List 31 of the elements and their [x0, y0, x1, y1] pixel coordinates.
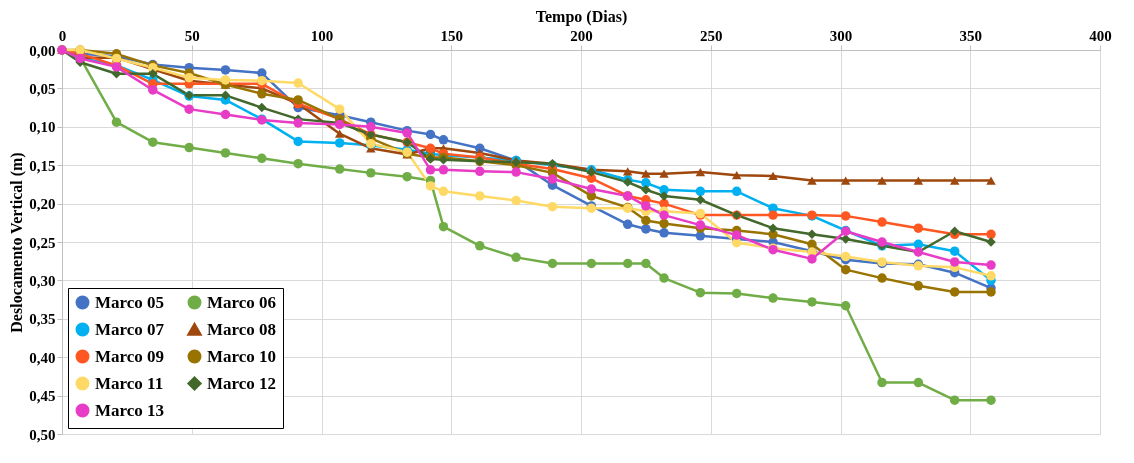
x-axis-title: Tempo (Dias) [535, 7, 628, 26]
y-tick-label: 0,05 [29, 80, 56, 97]
legend-label: Marco 11 [95, 373, 164, 393]
y-tick-label: 0,15 [29, 157, 56, 174]
x-tick-label: 150 [440, 27, 463, 44]
legend-label: Marco 12 [207, 373, 277, 393]
legend-label: Marco 08 [207, 319, 277, 339]
y-tick-label: 0,30 [29, 272, 56, 289]
y-tick-label: 0,50 [29, 426, 56, 443]
x-tick-label: 0 [58, 27, 67, 44]
y-tick-label: 0,35 [29, 311, 56, 328]
y-tick-label: 0,45 [29, 388, 56, 405]
legend-label: Marco 09 [95, 346, 165, 366]
legend-label: Marco 05 [95, 292, 165, 312]
x-tick-label: 200 [570, 27, 593, 44]
legend-label: Marco 13 [95, 400, 165, 420]
x-tick-label: 250 [700, 27, 723, 44]
y-tick-label: 0,40 [29, 349, 56, 366]
y-axis-title: Deslocamento Vertical (m) [8, 152, 27, 333]
x-tick-label: 300 [829, 27, 853, 44]
x-tick-label: 400 [1089, 27, 1112, 44]
legend-label: Marco 07 [95, 319, 165, 339]
legend-label: Marco 06 [207, 292, 277, 312]
y-tick-label: 0,10 [29, 119, 56, 136]
y-tick-label: 0,00 [29, 42, 56, 59]
legend-label: Marco 10 [207, 346, 277, 366]
y-tick-label: 0,20 [29, 196, 56, 213]
x-tick-label: 50 [184, 27, 200, 44]
y-tick-label: 0,25 [29, 234, 56, 251]
x-tick-label: 100 [310, 27, 334, 44]
x-tick-label: 350 [959, 27, 982, 44]
